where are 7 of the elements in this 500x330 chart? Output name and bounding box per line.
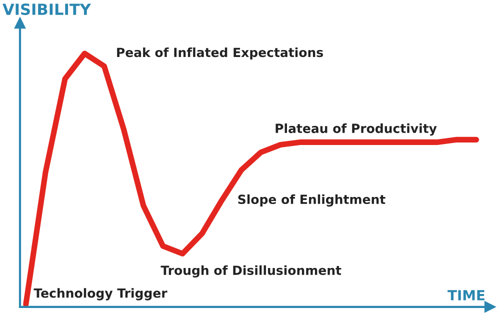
annotation: Technology Trigger xyxy=(34,288,168,300)
x-axis-title: TIME xyxy=(448,290,484,300)
annotation: Slope of Enlightment xyxy=(238,194,386,207)
annotation: Plateau of Productivity xyxy=(276,123,437,136)
annotation: Peak of Inflated Expectations xyxy=(117,47,323,60)
annotation: Trough of Disillusionment xyxy=(160,265,342,278)
y-axis-title: VISIBILITY xyxy=(2,4,92,16)
